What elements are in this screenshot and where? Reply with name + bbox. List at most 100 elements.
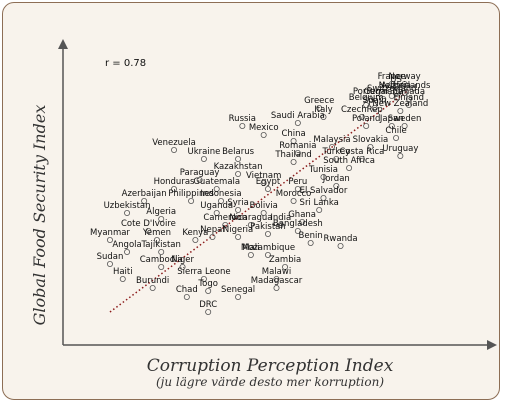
point	[277, 221, 284, 228]
point-label: Paraguay	[180, 168, 220, 178]
point-label: El Salvador	[300, 186, 348, 196]
point-label: Tunisia	[308, 165, 338, 175]
point	[397, 152, 404, 159]
point	[119, 275, 126, 282]
point-label: Burundi	[136, 276, 169, 286]
point	[405, 96, 412, 103]
point-label: Cameroon	[203, 213, 247, 223]
point	[141, 197, 148, 204]
point-label: Cote D'Ivoire	[121, 219, 176, 229]
point-label: South Africa	[323, 156, 375, 166]
point-label: Kazakhstan	[214, 162, 263, 172]
point	[192, 236, 199, 243]
point	[401, 123, 408, 130]
point-label: Finland	[394, 93, 424, 103]
point	[346, 164, 353, 171]
point	[260, 209, 267, 216]
point	[264, 185, 271, 192]
point-label: France	[378, 72, 406, 82]
point-label: Guatemala	[193, 177, 240, 187]
point	[171, 185, 178, 192]
point-label: Turkey	[321, 147, 350, 157]
point-label: Benin	[299, 231, 323, 241]
point	[200, 155, 207, 162]
point-label: Nicaragua	[229, 213, 272, 223]
point	[247, 221, 254, 228]
point	[205, 287, 212, 294]
point	[316, 206, 323, 213]
point-label: Slovakia	[353, 135, 389, 145]
point	[239, 123, 246, 130]
point	[106, 260, 113, 267]
point-label: Thailand	[274, 150, 312, 160]
point	[401, 81, 408, 88]
point-label: Malawi	[262, 267, 291, 277]
point	[106, 236, 113, 243]
point	[205, 308, 212, 315]
point	[264, 230, 271, 237]
point	[320, 194, 327, 201]
point-label: Madagascar	[251, 276, 303, 286]
point	[320, 114, 327, 121]
point-label: China	[281, 129, 305, 139]
point-label: Sudan	[97, 252, 124, 262]
point	[299, 218, 306, 225]
point	[294, 227, 301, 234]
point-label: Morocco	[276, 189, 312, 199]
annotation: r = 0.78	[105, 58, 146, 69]
point	[405, 102, 412, 109]
point-label: Sweden	[388, 114, 422, 124]
point	[179, 263, 186, 270]
point	[388, 93, 395, 100]
point-label: Bangladesh	[273, 219, 323, 229]
point-label: Netherlands	[379, 81, 431, 91]
point	[153, 236, 160, 243]
point-label: Romania	[279, 141, 316, 151]
point-label: Jordan	[322, 174, 350, 184]
point-label: Switzerland	[367, 84, 417, 94]
point	[294, 120, 301, 127]
point	[158, 263, 165, 270]
point-label: Nigeria	[223, 225, 253, 235]
point-label: Algeria	[146, 207, 176, 217]
point-label: Myanmar	[90, 228, 130, 238]
point-label: Togo	[197, 279, 218, 289]
point-label: Sri Lanka	[300, 198, 339, 208]
point-label: Bolivia	[250, 201, 278, 211]
point-label: Niger	[171, 255, 194, 265]
point	[217, 197, 224, 204]
point-label: Angola	[112, 240, 141, 250]
point-label: Belarus	[222, 147, 255, 157]
point	[337, 242, 344, 249]
point	[247, 251, 254, 258]
point	[213, 209, 220, 216]
point	[367, 143, 374, 150]
point-label: Pakistan	[250, 222, 286, 232]
point-label: Saudi Arabia	[271, 111, 325, 121]
point	[388, 81, 395, 88]
point	[393, 134, 400, 141]
point-label: Mexico	[249, 123, 279, 133]
point	[393, 90, 400, 97]
point-label: Uganda	[200, 201, 233, 211]
point	[124, 209, 131, 216]
point	[235, 206, 242, 213]
point-label: Haiti	[113, 267, 133, 277]
point-label: Uzbekistan	[104, 201, 151, 211]
point	[294, 185, 301, 192]
point	[329, 143, 336, 150]
point	[380, 96, 387, 103]
x-axis-label: Corruption Perception Index	[147, 356, 394, 376]
point	[213, 185, 220, 192]
point-label: Mozambique	[241, 243, 295, 253]
point-label: Italy	[314, 105, 332, 115]
point	[333, 155, 340, 162]
point-label: Honduras	[154, 177, 195, 187]
point	[158, 248, 165, 255]
point	[273, 284, 280, 291]
point	[333, 182, 340, 189]
x-axis-sublabel: (ju lägre värde desto mer korruption)	[156, 375, 384, 389]
point	[316, 105, 323, 112]
point	[320, 173, 327, 180]
